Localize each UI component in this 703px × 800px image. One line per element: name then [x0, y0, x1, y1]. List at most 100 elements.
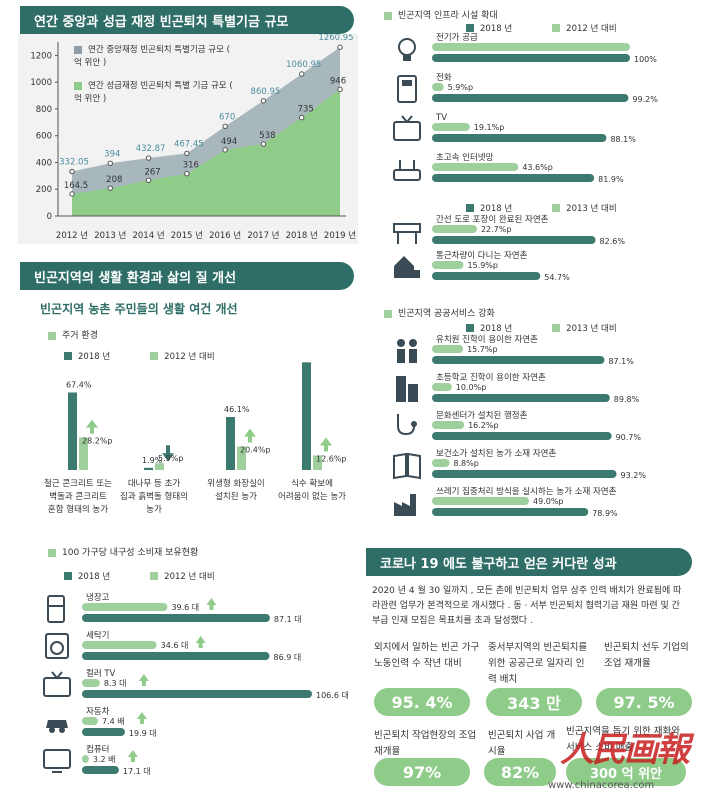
fund-area-chart: 0 200 400 600 800 1000 1200 2012 년 2013 년 2014 년 2… [30, 34, 356, 241]
bar-2018-label: 67.4% [66, 380, 92, 389]
housing-bullet [48, 331, 56, 340]
provincial-series-area [72, 89, 340, 216]
bar-diff [432, 163, 519, 171]
section1-title: 연간 중앙과 성급 재정 빈곤퇴치 특별기금 규모 [34, 14, 289, 30]
bar-diff [432, 459, 450, 467]
up-arrow-icon [86, 419, 98, 434]
bar-diff [432, 421, 465, 429]
bar-diff [79, 437, 88, 470]
item-label: 유치원 진학이 용이한 자연촌 [436, 334, 538, 345]
stat-pill-3: 97. 5% [596, 688, 692, 716]
bar-diff-label: 15.9%p [467, 261, 498, 270]
x-tick-label: 2012 년 [56, 230, 88, 241]
bar-2018 [82, 652, 270, 660]
bar-diff [82, 641, 157, 649]
bar-diff-label: 5.9%p [448, 83, 473, 92]
y-tick-label: 1000 [30, 78, 52, 88]
bar-diff-label: 8.3 대 [104, 679, 127, 688]
section1-header: 연간 중앙과 성급 재정 빈곤퇴치 특별기금 규모 [20, 6, 354, 34]
bar-2018-label: 88.1% [610, 135, 636, 144]
infra-bullet [384, 11, 392, 20]
infra-legend-2018-swatch [466, 24, 474, 32]
bar-2018 [432, 508, 589, 516]
down-arrow-icon [162, 445, 174, 462]
durables-legend: 2018 년 2012 년 대비 [64, 570, 215, 582]
category-label: 벽돌과 콘크리트 [49, 491, 107, 502]
durables-panel-title: 100 가구당 내구성 소비재 보유현황 [48, 545, 198, 558]
provincial-data-label: 946 [330, 76, 346, 86]
stat-card-5: 빈곤퇴치 사업 개시율 [488, 728, 558, 760]
bar-diff-label: 10.0%p [456, 383, 487, 392]
section2-header: 빈곤지역의 생활 환경과 삶의 질 개선 [20, 262, 354, 290]
provincial-point [107, 185, 113, 191]
infra-legend-2: 2018 년 2013 년 대비 [466, 202, 617, 214]
central-point [69, 168, 75, 175]
item-label: 컴퓨터 [86, 744, 109, 755]
bar-2018-label: 100% [634, 55, 657, 64]
provincial-point [260, 141, 267, 147]
bar-2018 [432, 54, 630, 62]
up-arrow-icon [244, 428, 256, 443]
bar-diff-label: 5.9%p [158, 454, 183, 463]
y-tick-label: 800 [36, 105, 52, 115]
bar-diff-label: 8.8%p [453, 459, 478, 468]
provincial-data-label: 208 [106, 175, 122, 185]
bar-diff [313, 455, 322, 470]
bar-diff-label: 43.6%p [522, 163, 553, 172]
stat-text-6: 빈곤지역을 돕기 위한 재화와 서비스 소비 매출 [566, 726, 680, 753]
bar-2018 [82, 690, 312, 698]
provincial-point [145, 177, 152, 183]
book-icon [393, 452, 421, 480]
fridge-icon [47, 595, 65, 623]
bar-diff-label: 19.1%p [474, 123, 505, 132]
item-label: 초고속 인터넷망 [436, 152, 494, 163]
bar-2018-label: 1.9% [142, 456, 163, 465]
bar-2018 [432, 432, 612, 440]
bar-diff [155, 463, 164, 470]
item-label: 전기가 공급 [436, 32, 478, 43]
item-label: TV [435, 113, 447, 123]
x-tick-label: 2015 년 [171, 230, 203, 241]
provincial-point [337, 86, 343, 93]
central-data-label: 1060.95 [286, 60, 321, 70]
corona-header: 코로나 19 에도 불구하고 얻은 커다란 성과 [366, 548, 692, 576]
x-tick-label: 2019 년 [324, 230, 356, 241]
stat-card-2: 중서부지역의 빈곤퇴치를 위한 공공근로 일자리 인력 배치 [488, 640, 592, 688]
stat-text-5: 빈곤퇴치 사업 개시율 [488, 730, 556, 757]
item-label: 쓰레기 집중처리 방식을 실시하는 농가 소재 자연촌 [436, 486, 617, 497]
bar-diff [237, 446, 246, 470]
housing-panel-title: 주거 환경 [48, 328, 98, 341]
stat-text-2: 중서부지역의 빈곤퇴치를 위한 공공근로 일자리 인력 배치 [488, 642, 588, 685]
durables-legend-2012-swatch [150, 572, 159, 580]
phone-icon [397, 75, 417, 103]
provincial-data-label: 316 [183, 161, 199, 171]
bar-2018 [226, 416, 235, 470]
category-label: 식수 확보에 [291, 478, 333, 489]
bar-diff [432, 497, 530, 505]
bar-diff-label: 39.6 대 [171, 603, 199, 612]
bar-diff [82, 717, 98, 725]
housing-legend: 2018 년 2012 년 대비 [64, 350, 215, 362]
infra-legend2-2018-swatch [466, 204, 474, 212]
central-point [299, 71, 305, 77]
bar-diff-label: 12.6%p [316, 455, 347, 464]
category-label: 위생형 화장실이 [207, 478, 264, 489]
infra-panel-title: 빈곤지역 인프라 시설 확대 [384, 8, 498, 21]
central-data-label: 332.05 [59, 158, 89, 168]
infra-bar-chart: 전기가 공급 100% 전화5.9%p 99.2% TV 19.1%p 88.1% 초고속 인… [393, 32, 658, 184]
bar-diff [432, 43, 630, 51]
bar-2018-label: 87.1 대 [274, 615, 302, 624]
bar-2018 [82, 728, 125, 736]
item-label: 초등학교 진학이 용이한 자연촌 [436, 372, 546, 383]
category-label: 설치된 농가 [215, 491, 257, 502]
central-point [222, 123, 228, 130]
y-tick-label: 0 [47, 212, 52, 222]
central-data-label: 394 [104, 149, 120, 159]
bar-2018-label: 87.1% [608, 357, 634, 366]
durables-bullet [48, 548, 56, 557]
stat-card-3: 빈곤퇴치 선두 기업의 조업 재개율 [604, 640, 690, 672]
bar-2018-label: 46.1% [224, 405, 250, 414]
building-icon [396, 376, 418, 402]
x-tick-label: 2013 년 [94, 230, 126, 241]
bar-2018-label: 17.1 대 [123, 767, 151, 776]
